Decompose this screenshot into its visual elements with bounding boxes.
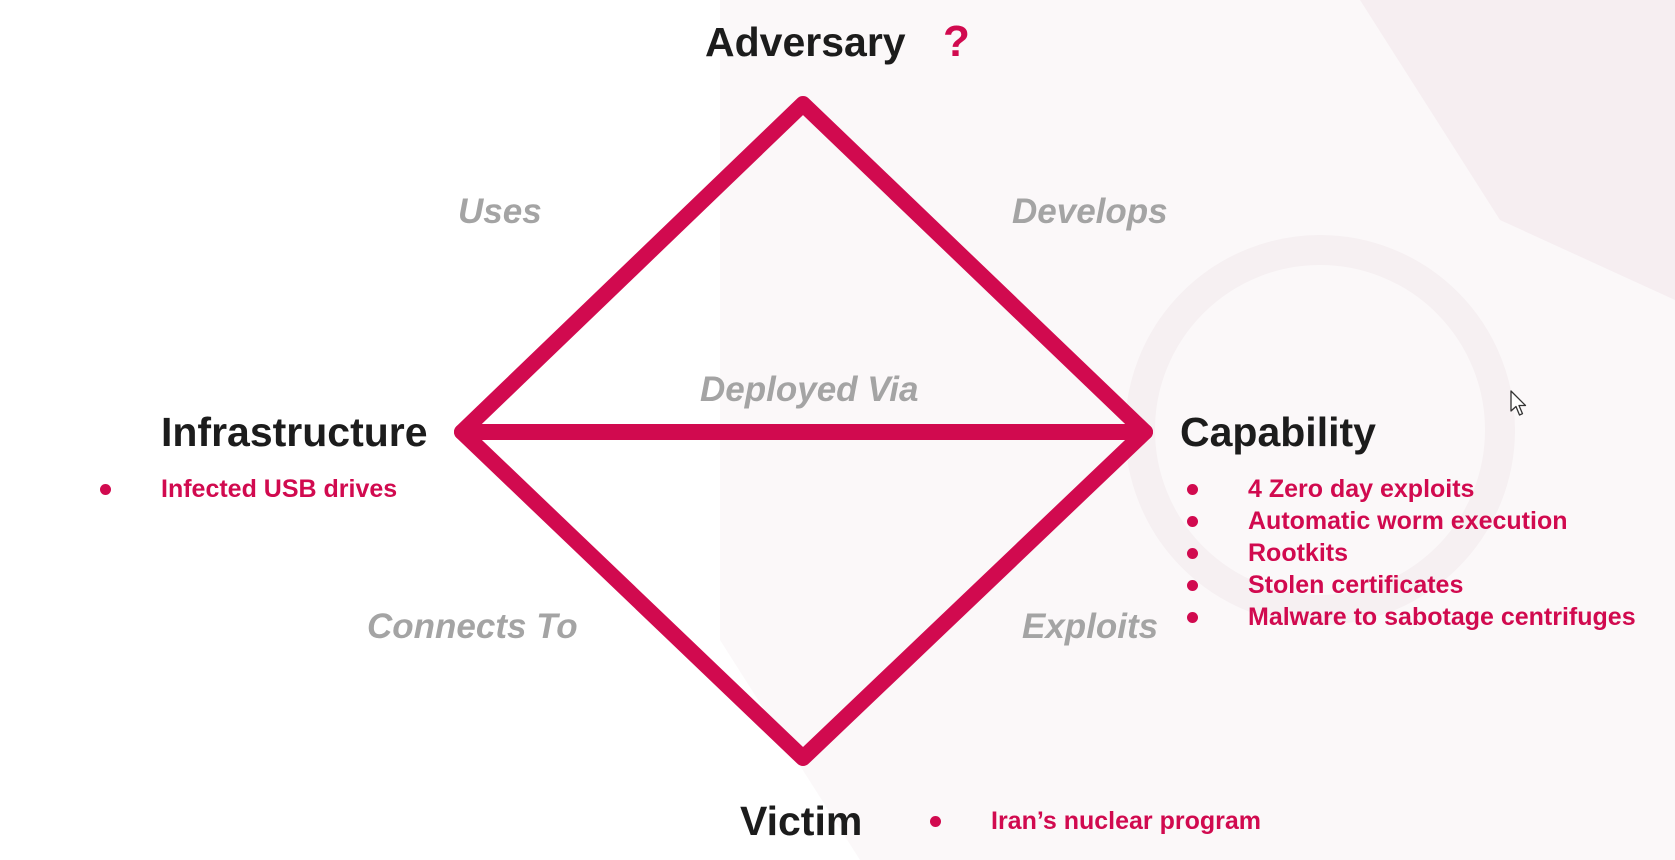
bullet-icon	[1187, 516, 1198, 527]
bullet-icon	[1187, 580, 1198, 591]
bullet-icon	[1187, 484, 1198, 495]
list-item: Malware to sabotage centrifuges	[1187, 601, 1647, 633]
deployed-via-edge-label: Deployed Via	[700, 370, 919, 409]
unknown-adversary-marker: ?	[943, 17, 970, 66]
exploits-edge-label: Exploits	[1022, 607, 1159, 646]
bullet-icon	[930, 816, 941, 827]
develops-edge-label: Develops	[1012, 192, 1168, 231]
victim-title: Victim	[740, 798, 863, 844]
diamond-outline	[454, 96, 1153, 766]
adversary-title: Adversary	[705, 19, 906, 65]
infrastructure-title: Infrastructure	[161, 409, 428, 455]
bullet-icon	[1187, 548, 1198, 559]
connects-to-edge-label: Connects To	[367, 607, 578, 646]
uses-edge-label: Uses	[458, 192, 542, 231]
bullet-icon	[100, 484, 111, 495]
capability-list: 4 Zero day exploits Automatic worm execu…	[1187, 473, 1647, 633]
capability-title: Capability	[1180, 409, 1376, 455]
list-item: Rootkits	[1187, 537, 1647, 569]
bullet-icon	[1187, 612, 1198, 623]
list-item: 4 Zero day exploits	[1187, 473, 1647, 505]
list-item: Stolen certificates	[1187, 569, 1647, 601]
list-item: Automatic worm execution	[1187, 505, 1647, 537]
mouse-pointer-icon	[1510, 390, 1527, 416]
